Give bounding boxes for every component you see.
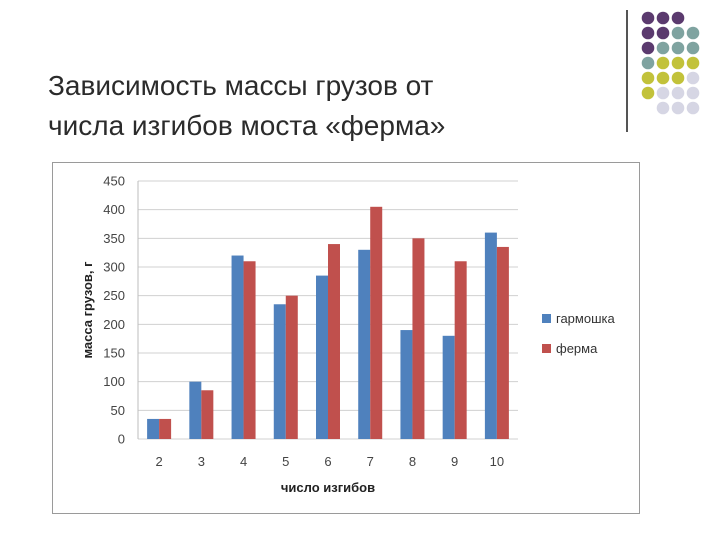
bar-ферма-10: [496, 246, 509, 439]
bar-ферма-8: [412, 238, 425, 439]
x-tick-label: 10: [490, 454, 504, 469]
bar-ферма-3: [201, 390, 214, 439]
y-tick-label: 450: [103, 174, 125, 189]
x-tick-label: 9: [451, 454, 458, 469]
x-tick-label: 6: [324, 454, 331, 469]
y-tick-label: 200: [103, 317, 125, 332]
decor-dot: [671, 86, 685, 100]
y-axis-title: масса грузов, г: [80, 261, 95, 359]
bar-ферма-4: [243, 261, 256, 439]
legend-swatch-ферма: [542, 344, 551, 353]
bar-ферма-5: [285, 295, 298, 439]
x-tick-label: 3: [198, 454, 205, 469]
decor-dot: [641, 41, 655, 55]
bar-ферма-2: [159, 418, 172, 439]
decor-dot: [641, 56, 655, 70]
y-tick-label: 150: [103, 346, 125, 361]
bar-гармошка-9: [442, 335, 455, 439]
decor-dot: [656, 86, 670, 100]
decor-dot: [686, 86, 700, 100]
decor-dot: [671, 26, 685, 40]
decor-dot: [656, 71, 670, 85]
decor-dot: [671, 56, 685, 70]
decor-dot: [686, 41, 700, 55]
bar-гармошка-6: [316, 275, 328, 439]
bar-гармошка-5: [273, 304, 286, 439]
bar-гармошка-8: [400, 330, 413, 439]
bar-гармошка-4: [231, 255, 244, 439]
bar-ферма-9: [454, 261, 467, 439]
chart-legend: гармошка ферма: [542, 311, 615, 356]
y-tick-label: 350: [103, 231, 125, 246]
legend-label-ферма: ферма: [556, 341, 598, 356]
x-tick-label: 5: [282, 454, 289, 469]
decor-dot: [656, 41, 670, 55]
y-tick-label: 400: [103, 202, 125, 217]
y-tick-label: 100: [103, 374, 125, 389]
y-tick-label: 50: [111, 403, 125, 418]
decor-dot: [671, 101, 685, 115]
bar-гармошка-2: [147, 418, 160, 439]
x-tick-label: 8: [409, 454, 416, 469]
bar-chart: 0 50 100 150 200 250 300 350 400 450 2 3 4 5 6 7 8 9 10 м…: [80, 174, 615, 496]
slide-title-line-2: числа изгибов моста «ферма»: [48, 110, 446, 141]
decor-dot: [656, 101, 670, 115]
decor-dot: [686, 71, 700, 85]
legend-swatch-гармошка: [542, 314, 551, 323]
decor-dot: [671, 11, 685, 25]
legend-label-гармошка: гармошка: [556, 311, 615, 326]
decor-dot: [641, 11, 655, 25]
decor-dot: [671, 71, 685, 85]
x-axis-tick-labels: 2 3 4 5 6 7 8 9 10: [155, 454, 504, 469]
decor-dot: [686, 101, 700, 115]
bar-ферма-7: [370, 206, 383, 439]
slide-title-line-1: Зависимость массы грузов от: [48, 70, 434, 101]
decor-dot: [641, 26, 655, 40]
chart-bars: [147, 206, 509, 439]
decor-dot: [686, 26, 700, 40]
chart-frame: [52, 162, 640, 514]
x-tick-label: 7: [367, 454, 374, 469]
x-tick-label: 2: [155, 454, 162, 469]
decor-dot: [671, 41, 685, 55]
decor-dot: [686, 56, 700, 70]
slide-title: Зависимость массы грузов от числа изгибо…: [48, 66, 608, 146]
decor-dot: [656, 26, 670, 40]
x-axis-title: число изгибов: [281, 480, 375, 495]
bar-гармошка-10: [484, 232, 497, 439]
x-tick-label: 4: [240, 454, 247, 469]
decor-dot: [656, 56, 670, 70]
decor-dot: [641, 71, 655, 85]
bar-гармошка-7: [358, 249, 371, 439]
y-tick-label: 0: [118, 432, 125, 447]
y-tick-label: 250: [103, 288, 125, 303]
bar-гармошка-3: [189, 381, 202, 439]
title-divider-line: [626, 10, 628, 132]
decor-dot: [656, 11, 670, 25]
decor-dot: [641, 86, 655, 100]
decorative-dot-grid: [641, 11, 700, 115]
y-tick-label: 300: [103, 260, 125, 275]
y-axis-tick-labels: 0 50 100 150 200 250 300 350 400 450: [103, 174, 125, 447]
bar-ферма-6: [328, 244, 340, 439]
